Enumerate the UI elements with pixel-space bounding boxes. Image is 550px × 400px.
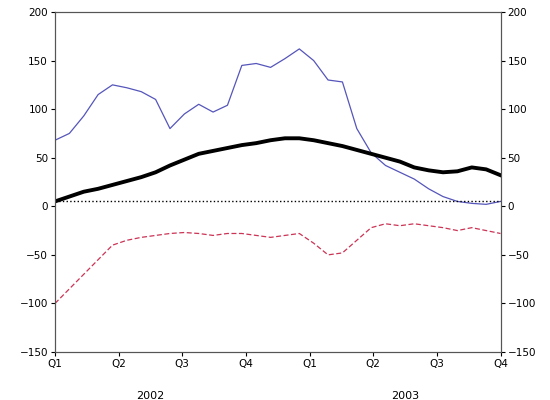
Text: 2002: 2002 [136,391,164,400]
Text: 2003: 2003 [391,391,419,400]
